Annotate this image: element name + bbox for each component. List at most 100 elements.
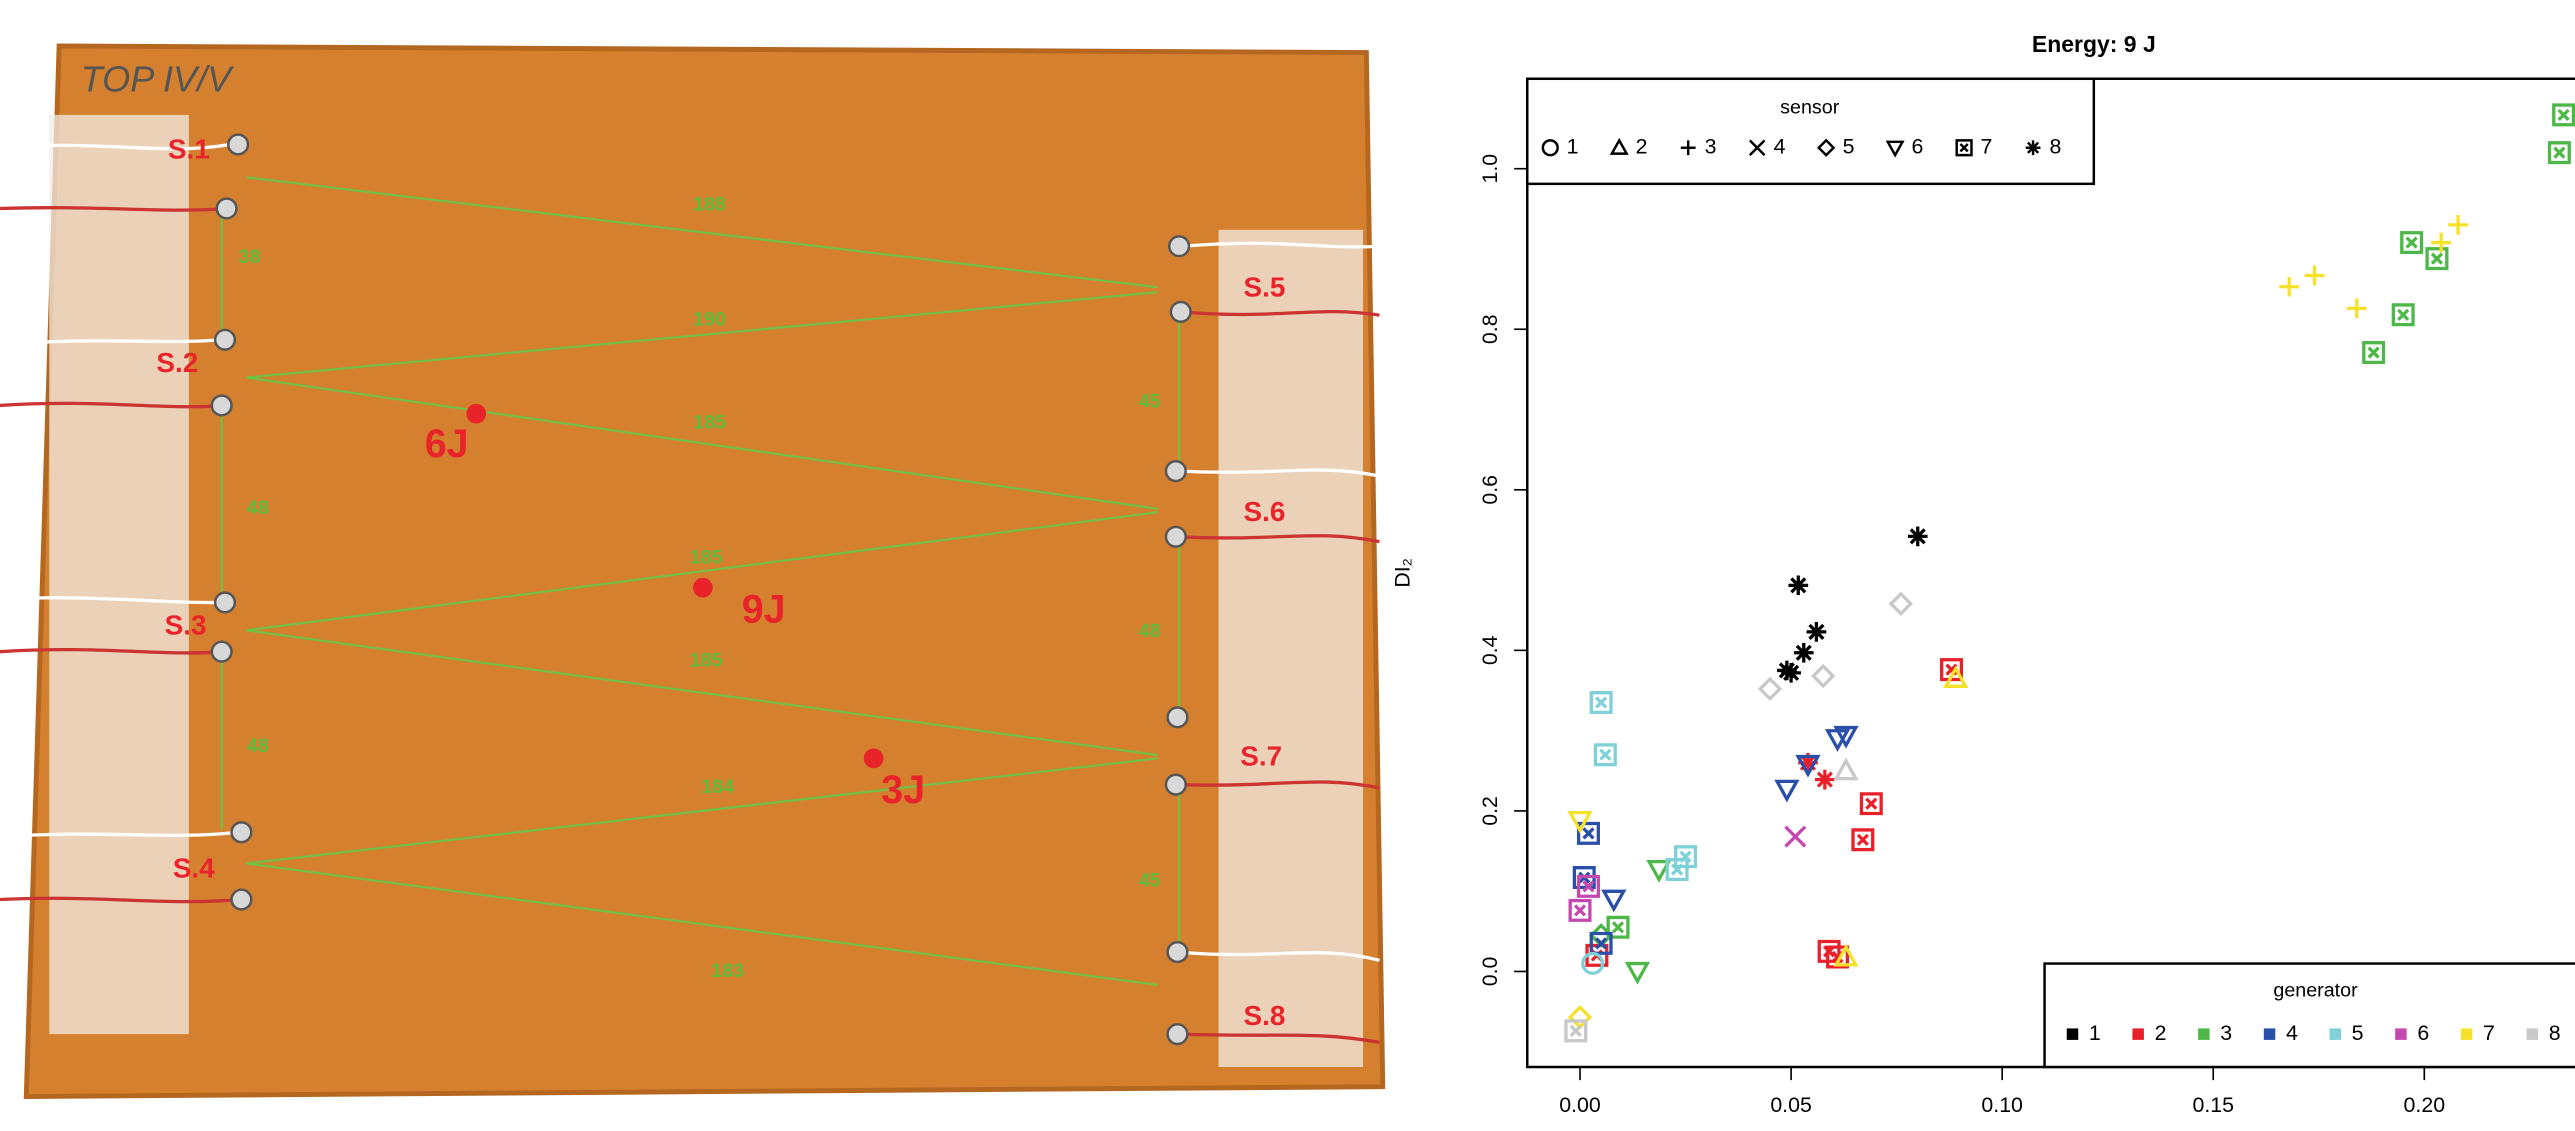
distance-label: 48 [1139,620,1161,642]
legend-swatch [2264,1028,2275,1039]
point [1596,745,1616,765]
distance-label: 45 [1139,870,1161,892]
point [1891,594,1911,614]
impact-label: 6J [425,422,469,466]
legend-symbol [2026,140,2041,155]
sensor [232,822,252,842]
distance-label: 38 [239,246,261,268]
point [1604,891,1624,909]
legend-label: 3 [1705,134,1717,158]
legend-label: 8 [2549,1021,2561,1045]
distance-label: 185 [690,650,723,672]
sensor-label: S.6 [1244,496,1286,527]
sensor [212,396,232,416]
impact-point [466,404,486,424]
point [2554,105,2574,125]
point [1777,661,1797,681]
sensor [1166,775,1186,795]
legend-label: 6 [1912,134,1924,158]
x-tick-label: 0.00 [1559,1093,1601,1117]
sensor [212,642,232,662]
distance-label: 188 [693,193,726,215]
point [1794,643,1814,663]
x-tick-label: 0.15 [2192,1093,2234,1117]
legend-label: 7 [1981,134,1993,158]
sensor-label: S.8 [1244,1000,1286,1031]
x-tick-label: 0.10 [1981,1093,2023,1117]
chart: Energy: 9 J DI₂ 0.00 0.05 0.10 0.15 0.20 0.0 0… [1391,31,2575,1117]
sensor [217,199,237,219]
point [2427,249,2447,269]
distance-label: 185 [690,546,723,568]
legend-swatch [2395,1028,2406,1039]
sensor [1166,461,1186,481]
sensor-label: S.3 [165,609,207,640]
legend-label: 6 [2417,1021,2429,1045]
x-tick-label: 0.05 [1770,1093,1812,1117]
point [1813,666,1833,686]
point [2364,343,2384,363]
point [2305,266,2325,286]
point [2448,215,2468,235]
x-tick-label: 0.20 [2404,1093,2446,1117]
point [2393,305,2413,325]
point [1591,693,1611,713]
y-axis-label: DI₂ [1391,558,1415,588]
sensor [1168,942,1188,962]
point [1760,679,1780,699]
legend-label: 3 [2220,1021,2232,1045]
sensor-label: S.5 [1244,271,1286,302]
legend-label: 8 [2049,134,2061,158]
point [1836,761,1856,779]
point [1628,964,1648,982]
tape [1219,230,1364,1067]
impact-point [864,749,884,769]
y-tick-label: 0.8 [1478,314,1502,344]
photo: TOP IV/V [0,46,1383,1097]
legend-swatch [2198,1028,2209,1039]
legend-label: 5 [1843,134,1855,158]
distance-label: 183 [711,960,744,982]
handwriting: TOP IV/V [81,59,234,100]
legend-title: sensor [1780,97,1840,119]
legend-title: generator [2273,980,2358,1002]
point [1570,901,1590,921]
sensor-label: S.2 [156,347,198,378]
point [1853,830,1873,850]
point [1815,770,1835,790]
sensor [228,135,248,155]
sensor [1168,707,1188,727]
figure: TOP IV/V [0,0,2575,1131]
point [1788,575,1808,595]
sensor [1168,1024,1188,1044]
distance-label: 45 [1139,390,1161,412]
sensor [215,330,235,350]
legend-label: 2 [1636,134,1648,158]
point [2550,143,2570,163]
sensor [1171,302,1191,322]
chart-title: Energy: 9 J [2032,31,2156,57]
point [2402,233,2422,253]
distance-label: 184 [701,776,734,798]
legend-label: 1 [1567,134,1579,158]
point [1777,781,1797,799]
sensor-label: S.7 [1240,741,1282,772]
distance-label: 48 [247,735,269,757]
impact-label: 3J [881,768,925,812]
impact-point [693,578,713,598]
axes-frame [1527,79,2575,1067]
distance-label: 190 [693,308,726,330]
y-tick-label: 1.0 [1478,154,1502,184]
sensor-label: S.4 [173,852,215,883]
point [1807,622,1827,642]
legend-label: 1 [2089,1021,2101,1045]
sensor-label: S.1 [168,133,210,164]
y-tick-label: 0.0 [1478,956,1502,986]
point [2279,277,2299,297]
point [1570,813,1590,831]
legend-box [1527,79,2094,184]
sensor [215,593,235,613]
tape [49,115,189,1034]
sensor [1169,236,1189,256]
sensor [232,890,252,910]
